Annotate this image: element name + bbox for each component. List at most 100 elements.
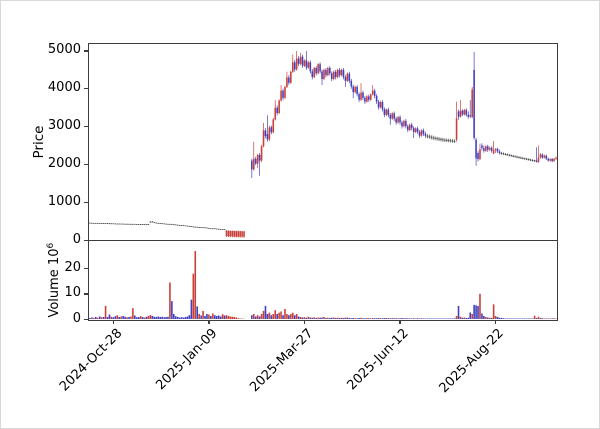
volume-bar	[319, 317, 321, 319]
candle	[251, 160, 253, 170]
candle	[387, 109, 390, 115]
volume-bar	[210, 315, 212, 319]
candle	[432, 137, 434, 139]
volume-bar	[186, 316, 189, 319]
candle	[385, 109, 388, 115]
candle	[401, 122, 403, 127]
candle	[527, 159, 530, 160]
volume-bar	[135, 317, 138, 319]
candle	[212, 228, 214, 230]
volume-bar	[311, 317, 314, 319]
volume-bar	[430, 318, 433, 319]
volume-bar	[364, 318, 366, 319]
volume-bar	[553, 318, 555, 319]
candle	[514, 156, 516, 157]
volume-bar	[202, 310, 204, 319]
volume-bar	[539, 317, 542, 319]
candle	[303, 60, 306, 66]
volume-bar	[288, 315, 290, 319]
volume-bar	[494, 315, 497, 319]
candle	[553, 158, 555, 162]
candle	[159, 223, 161, 224]
volume-bar	[274, 310, 277, 319]
candle	[520, 157, 522, 159]
candle	[555, 157, 557, 159]
volume-bar	[235, 317, 238, 319]
volume-bar	[198, 313, 200, 319]
volume-bar	[332, 317, 335, 319]
volume-bar	[479, 293, 481, 319]
candle	[169, 223, 171, 225]
candle	[461, 110, 464, 115]
volume-bar	[153, 316, 156, 319]
candle	[291, 62, 294, 72]
volume-bar	[305, 317, 308, 319]
volume-bar	[180, 317, 183, 319]
candle	[116, 223, 119, 225]
volume-bar	[551, 318, 553, 319]
candle	[106, 223, 109, 225]
candle	[323, 69, 325, 79]
candle	[215, 228, 218, 230]
volume-bar	[459, 316, 462, 319]
volume-bar	[412, 318, 415, 319]
volume-bar	[514, 318, 516, 319]
candle	[537, 157, 540, 162]
volume-bar	[418, 318, 421, 319]
volume-bar	[368, 318, 370, 319]
candle	[188, 225, 191, 227]
candle	[393, 113, 395, 119]
candle	[120, 223, 122, 225]
volume-y-tick-label: 10	[64, 285, 81, 301]
volume-bar	[231, 316, 234, 319]
candle	[270, 127, 273, 133]
candle	[543, 155, 546, 158]
volume-bar	[215, 315, 218, 319]
volume-bar	[213, 315, 216, 319]
volume-bar	[104, 305, 107, 319]
volume-bar	[188, 315, 191, 319]
volume-bar	[126, 317, 128, 319]
price-y-tick	[84, 88, 88, 90]
candle	[525, 158, 528, 160]
candle	[360, 92, 362, 100]
candle	[344, 77, 347, 81]
volume-bar	[173, 313, 175, 319]
volume-bar	[227, 315, 230, 319]
volume-bar	[297, 316, 300, 319]
volume-bar	[533, 315, 536, 319]
volume-bar	[393, 318, 395, 319]
volume-bar	[93, 317, 95, 319]
candle	[483, 148, 485, 151]
volume-axis-label-text: Volume 10	[47, 248, 63, 318]
volume-bar	[438, 318, 440, 319]
candle	[524, 158, 526, 160]
volume-bar	[206, 313, 208, 319]
volume-bar	[545, 318, 548, 319]
volume-bar	[352, 317, 355, 319]
volume-bar	[280, 311, 282, 319]
x-tick-label: 2025-Jun-12	[344, 326, 412, 394]
price-y-tick-label: 3000	[47, 118, 81, 134]
candle	[496, 148, 499, 152]
x-tick-label: 2025-Mar-27	[246, 326, 317, 396]
candle	[397, 117, 399, 123]
candle	[549, 159, 551, 161]
volume-bar	[408, 318, 411, 319]
candle	[295, 58, 298, 70]
volume-bar	[541, 318, 544, 319]
candle	[192, 226, 195, 228]
volume-bar	[114, 316, 117, 319]
candle	[307, 62, 310, 68]
candle	[545, 155, 548, 159]
candle	[227, 230, 230, 237]
volume-bar	[262, 310, 265, 319]
candle	[108, 223, 111, 225]
candle	[319, 64, 321, 72]
volume-bar	[498, 317, 501, 319]
candle	[418, 131, 421, 136]
candle	[225, 230, 228, 237]
volume-bar	[190, 299, 193, 319]
volume-panel	[88, 241, 558, 321]
